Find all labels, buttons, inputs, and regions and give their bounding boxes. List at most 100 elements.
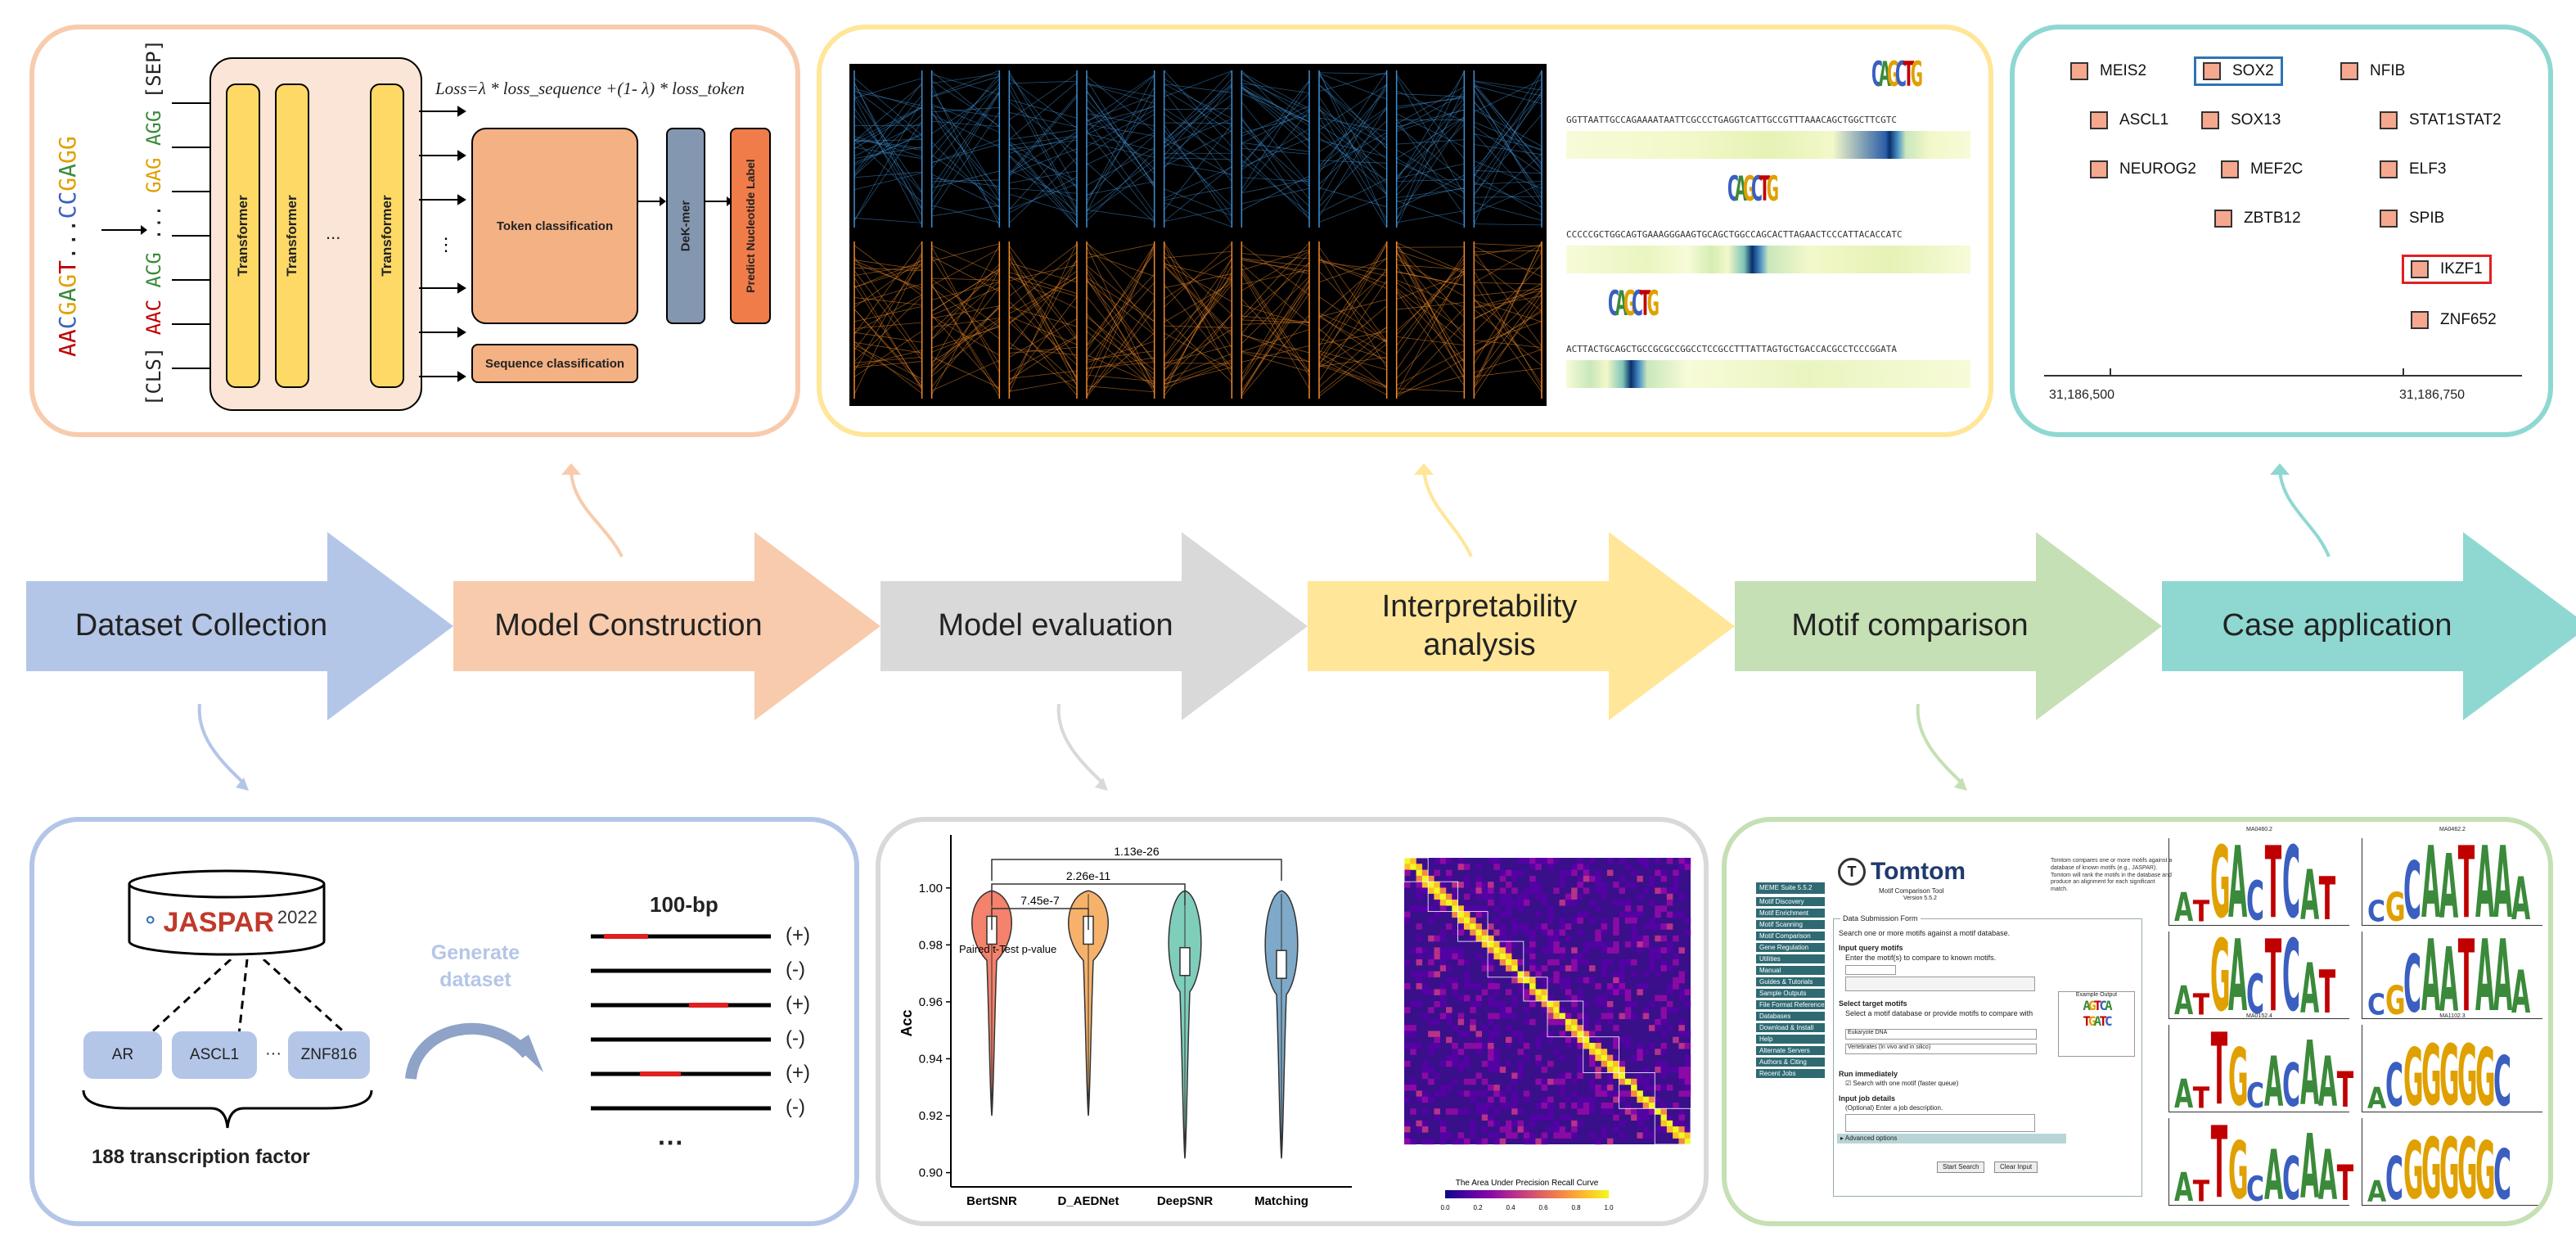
gene-meis2: MEIS2 xyxy=(2070,62,2146,80)
more-samples: ··· xyxy=(658,1128,684,1157)
tf-ellipsis: ··· xyxy=(265,1044,281,1062)
tomtom-nav-item[interactable]: Manual xyxy=(1756,966,1825,976)
x-tick-label: Matching xyxy=(1254,1194,1308,1208)
flow-arrow-3 xyxy=(880,532,1308,720)
input-arrow xyxy=(101,225,147,235)
db2-select[interactable]: Vertebrates (In vivo and in silico) xyxy=(1845,1044,2037,1054)
tomtom-nav-item[interactable]: Download & Install xyxy=(1756,1023,1825,1033)
clear-input-button[interactable]: Clear Input xyxy=(1994,1162,2038,1173)
tomtom-nav-item[interactable]: Motif Comparison xyxy=(1756,931,1825,941)
tomtom-nav-item[interactable]: Databases xyxy=(1756,1012,1825,1022)
attention-blue-6 xyxy=(1241,70,1310,228)
gene-ascl1: ASCL1 xyxy=(2090,111,2168,129)
flow-step-3-label: Model evaluation xyxy=(938,608,1173,643)
gene-marker xyxy=(2201,111,2219,129)
colorbar-tick: 0.2 xyxy=(1473,1204,1483,1211)
model-evaluation-panel: 0.90 0.92 0.94 0.96 0.98 1.00 Acc BertSNR D_AEDN… xyxy=(876,817,1709,1226)
flow-step-1-label: Dataset Collection xyxy=(74,608,328,643)
tomtom-nav-item[interactable]: Sample Outputs xyxy=(1756,989,1825,999)
colorbar-title: The Area Under Precision Recall Curve xyxy=(1456,1179,1599,1188)
tomtom-nav-item[interactable]: Utilities xyxy=(1756,954,1825,964)
colorbar-tick: 1.0 xyxy=(1604,1204,1614,1211)
flow-arrow-2 xyxy=(453,532,880,720)
p-value-label: 2.26e-11 xyxy=(1066,869,1110,882)
colorbar-tick: 0.4 xyxy=(1506,1204,1515,1211)
tomtom-nav-item[interactable]: Authors & Citing xyxy=(1756,1058,1825,1067)
tomtom-nav-item[interactable]: Motif Discovery xyxy=(1756,897,1825,907)
motif-logo: MA0460.2 A T G A C T C A T xyxy=(2168,827,2349,935)
submission-form: Data Submission Form Search one or more … xyxy=(1833,914,2142,1197)
gene-marker xyxy=(2380,210,2398,228)
tomtom-nav-item[interactable]: Alternate Servers xyxy=(1756,1046,1825,1056)
attention-orange-9 xyxy=(1473,241,1542,399)
significance-bracket-2 xyxy=(991,883,1186,905)
attention-bar-1 xyxy=(1566,131,1970,159)
form-desc: Search one or more motifs against a moti… xyxy=(1839,929,2011,937)
query-select[interactable] xyxy=(1845,965,1896,975)
tomtom-nav-item[interactable]: Gene Regulation xyxy=(1756,943,1825,953)
gene-znf652: ZNF652 xyxy=(2411,311,2497,329)
significance-bracket-1 xyxy=(991,908,1089,930)
job-heading: Input job details xyxy=(1839,1094,1895,1103)
flow-arrow-6 xyxy=(2162,532,2576,720)
target-desc: Select a motif database or provide motif… xyxy=(1845,1009,2033,1017)
gene-marker xyxy=(2090,111,2108,129)
gene-neurog2: NEUROG2 xyxy=(2090,160,2196,178)
transformer-ellipsis: ... xyxy=(326,223,341,243)
transformer-2: Transformer xyxy=(275,83,309,388)
dataset-collection-panel: ⚬ JASPAR 2022 AR ASCL1 ··· ZNF816 188 tr… xyxy=(29,817,859,1226)
query-input[interactable] xyxy=(1845,977,2035,991)
run-option[interactable]: ☑ Search with one motif (faster queue) xyxy=(1845,1080,1959,1087)
job-input[interactable] xyxy=(1845,1114,2035,1132)
sample-label: (+) xyxy=(786,1062,810,1084)
gene-spib: SPIB xyxy=(2380,210,2444,228)
start-search-button[interactable]: Start Search xyxy=(1937,1162,1985,1173)
tomtom-page: T Tomtom Motif Comparison Tool Version 5… xyxy=(1756,858,2214,1202)
x-tick-label: DeepSNR xyxy=(1157,1194,1214,1208)
attention-blue-2 xyxy=(930,70,1001,228)
flow-step-2-label: Model Construction xyxy=(494,608,763,643)
p-value-label: 1.13e-26 xyxy=(1114,845,1159,858)
gene-zbtb12: ZBTB12 xyxy=(2214,210,2301,228)
token-column: [CLS] AAC ACG ... GAG AGG [SEP] xyxy=(142,38,165,406)
gene-marker xyxy=(2340,62,2358,80)
tomtom-nav-item[interactable]: File Format Reference xyxy=(1756,1000,1825,1010)
tomtom-nav-item[interactable]: Recent Jobs xyxy=(1756,1069,1825,1079)
tf-brace xyxy=(82,1089,373,1129)
violin-chart: 0.90 0.92 0.94 0.96 0.98 1.00 Acc BertSNR D_AEDN… xyxy=(898,835,1352,1208)
sample-label: (-) xyxy=(786,1027,805,1049)
tomtom-nav-item[interactable]: Motif Enrichment xyxy=(1756,909,1825,918)
kmer-5: AGG xyxy=(142,110,165,147)
motif-comparison-panel: T Tomtom Motif Comparison Tool Version 5… xyxy=(1722,817,2553,1226)
attention-blue-8 xyxy=(1395,70,1466,228)
run-heading: Run immediately xyxy=(1839,1070,1898,1078)
query-desc: Enter the motif(s) to compare to known m… xyxy=(1845,954,1997,962)
tf-count: 188 transcription factor xyxy=(92,1146,310,1168)
advanced-options[interactable]: ▸ Advanced options xyxy=(1837,1134,2066,1143)
attention-blue-1 xyxy=(853,70,923,228)
gene-marker xyxy=(2411,311,2429,329)
transformer-n: Transformer xyxy=(370,83,404,388)
transformer-stack: Transformer Transformer ... Transformer xyxy=(209,57,422,411)
sequence-samples xyxy=(591,934,771,1111)
tomtom-nav-item[interactable]: Guides & Tutorials xyxy=(1756,977,1825,987)
flow-arrow-5 xyxy=(1735,532,2162,720)
query-heading: Input query motifs xyxy=(1839,944,1903,952)
attention-bar-2 xyxy=(1566,246,1970,273)
tomtom-nav-item[interactable]: Motif Scanning xyxy=(1756,920,1825,930)
tf-ar: AR xyxy=(83,1031,162,1079)
sample-label: (+) xyxy=(786,924,810,946)
seq-1: GGTTAATTGCCAGAAAATAATTCGCCCTGAGGTCATTGCC… xyxy=(1566,115,1897,125)
attention-orange-7 xyxy=(1318,241,1388,399)
interpretability-panel: CAGCTG GGTTAATTGCCAGAAAATAATTCGCCCTGAGGT… xyxy=(817,25,1993,437)
boxplot-matching xyxy=(1276,950,1287,979)
colorbar-tick: 0.6 xyxy=(1538,1204,1548,1211)
tomtom-nav-item[interactable]: Help xyxy=(1756,1035,1825,1044)
axis-label-2: 31,186,750 xyxy=(2399,388,2466,402)
db-links xyxy=(147,959,349,1036)
gene-mef2c: MEF2C xyxy=(2221,160,2303,178)
genome-axis xyxy=(2044,375,2522,377)
attention-orange-8 xyxy=(1395,241,1466,399)
db-select[interactable]: Eukaryote DNA xyxy=(1845,1029,2037,1040)
motif-logo: MA0152.4 A T T G C A C A A T xyxy=(2168,1013,2353,1121)
